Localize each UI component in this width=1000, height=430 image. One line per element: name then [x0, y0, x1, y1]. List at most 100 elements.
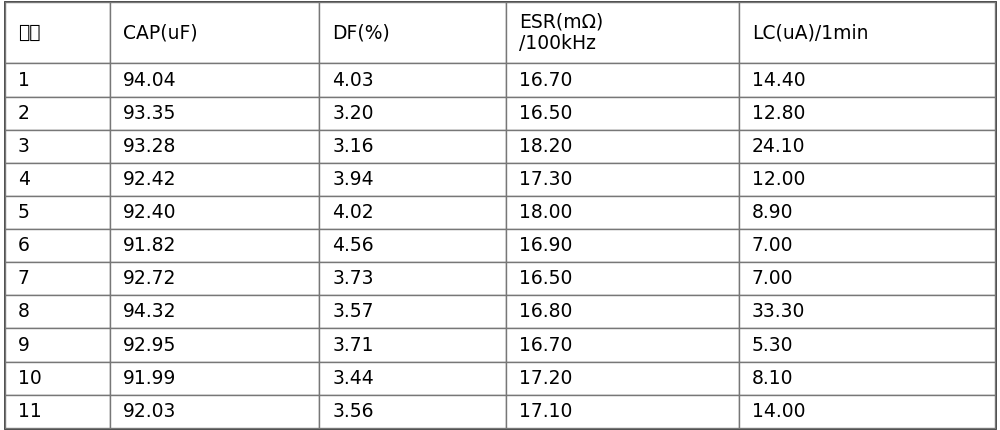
Bar: [110, 295, 319, 329]
Bar: [110, 329, 319, 362]
Bar: [319, 362, 506, 395]
Text: LC(uA)/1min: LC(uA)/1min: [752, 23, 868, 42]
Bar: [5, 295, 110, 329]
Text: 8.90: 8.90: [752, 203, 793, 222]
Bar: [739, 130, 995, 163]
Text: 3.57: 3.57: [332, 302, 374, 321]
Text: 8.10: 8.10: [752, 369, 793, 388]
Text: 93.35: 93.35: [123, 104, 176, 123]
Text: 10: 10: [18, 369, 42, 388]
Text: 5.30: 5.30: [752, 335, 793, 354]
Text: 3.20: 3.20: [332, 104, 374, 123]
Text: 3.56: 3.56: [332, 402, 374, 421]
Text: 18.00: 18.00: [519, 203, 572, 222]
Bar: [739, 395, 995, 428]
Bar: [506, 2, 739, 64]
Text: 16.50: 16.50: [519, 104, 572, 123]
Text: 16.80: 16.80: [519, 302, 572, 321]
Text: 3.16: 3.16: [332, 137, 374, 156]
Text: 16.70: 16.70: [519, 71, 572, 89]
Text: ESR(mΩ)
/100kHz: ESR(mΩ) /100kHz: [519, 12, 603, 53]
Text: CAP(uF): CAP(uF): [123, 23, 197, 42]
Text: 16.70: 16.70: [519, 335, 572, 354]
Text: 6: 6: [18, 236, 30, 255]
Bar: [110, 2, 319, 64]
Text: 18.20: 18.20: [519, 137, 572, 156]
Bar: [319, 196, 506, 229]
Text: 94.04: 94.04: [123, 71, 176, 89]
Bar: [506, 163, 739, 196]
Bar: [739, 295, 995, 329]
Bar: [319, 97, 506, 130]
Bar: [319, 229, 506, 262]
Bar: [319, 163, 506, 196]
Text: 92.40: 92.40: [123, 203, 176, 222]
Text: 4.03: 4.03: [332, 71, 374, 89]
Text: 3: 3: [18, 137, 30, 156]
Bar: [739, 329, 995, 362]
Bar: [5, 362, 110, 395]
Text: 91.99: 91.99: [123, 369, 176, 388]
Text: 17.10: 17.10: [519, 402, 572, 421]
Text: 3.44: 3.44: [332, 369, 374, 388]
Bar: [5, 262, 110, 295]
Text: 33.30: 33.30: [752, 302, 805, 321]
Text: 2: 2: [18, 104, 30, 123]
Bar: [110, 362, 319, 395]
Text: 14.40: 14.40: [752, 71, 805, 89]
Bar: [5, 229, 110, 262]
Bar: [319, 329, 506, 362]
Bar: [5, 163, 110, 196]
Bar: [110, 262, 319, 295]
Text: 7.00: 7.00: [752, 236, 793, 255]
Bar: [5, 130, 110, 163]
Bar: [319, 395, 506, 428]
Bar: [5, 329, 110, 362]
Bar: [506, 395, 739, 428]
Bar: [739, 163, 995, 196]
Text: 7: 7: [18, 269, 30, 288]
Text: 92.95: 92.95: [123, 335, 176, 354]
Bar: [110, 97, 319, 130]
Text: 4.02: 4.02: [332, 203, 374, 222]
Text: 序号: 序号: [18, 23, 40, 42]
Bar: [506, 196, 739, 229]
Text: 17.20: 17.20: [519, 369, 572, 388]
Bar: [5, 97, 110, 130]
Bar: [506, 130, 739, 163]
Text: 91.82: 91.82: [123, 236, 176, 255]
Bar: [739, 262, 995, 295]
Bar: [5, 395, 110, 428]
Text: 3.71: 3.71: [332, 335, 374, 354]
Text: 92.03: 92.03: [123, 402, 176, 421]
Bar: [110, 395, 319, 428]
Text: 17.30: 17.30: [519, 170, 572, 189]
Text: 11: 11: [18, 402, 42, 421]
Text: DF(%): DF(%): [332, 23, 390, 42]
Bar: [319, 2, 506, 64]
Text: 5: 5: [18, 203, 30, 222]
Bar: [5, 64, 110, 97]
Text: 93.28: 93.28: [123, 137, 176, 156]
Text: 14.00: 14.00: [752, 402, 805, 421]
Bar: [110, 229, 319, 262]
Text: 12.00: 12.00: [752, 170, 805, 189]
Bar: [739, 229, 995, 262]
Text: 3.94: 3.94: [332, 170, 374, 189]
Bar: [506, 262, 739, 295]
Text: 8: 8: [18, 302, 30, 321]
Text: 92.72: 92.72: [123, 269, 176, 288]
Bar: [110, 163, 319, 196]
Bar: [739, 64, 995, 97]
Bar: [5, 196, 110, 229]
Text: 24.10: 24.10: [752, 137, 805, 156]
Text: 4.56: 4.56: [332, 236, 374, 255]
Bar: [739, 97, 995, 130]
Bar: [5, 2, 110, 64]
Bar: [319, 295, 506, 329]
Text: 16.90: 16.90: [519, 236, 572, 255]
Bar: [506, 97, 739, 130]
Bar: [506, 64, 739, 97]
Text: 16.50: 16.50: [519, 269, 572, 288]
Bar: [739, 2, 995, 64]
